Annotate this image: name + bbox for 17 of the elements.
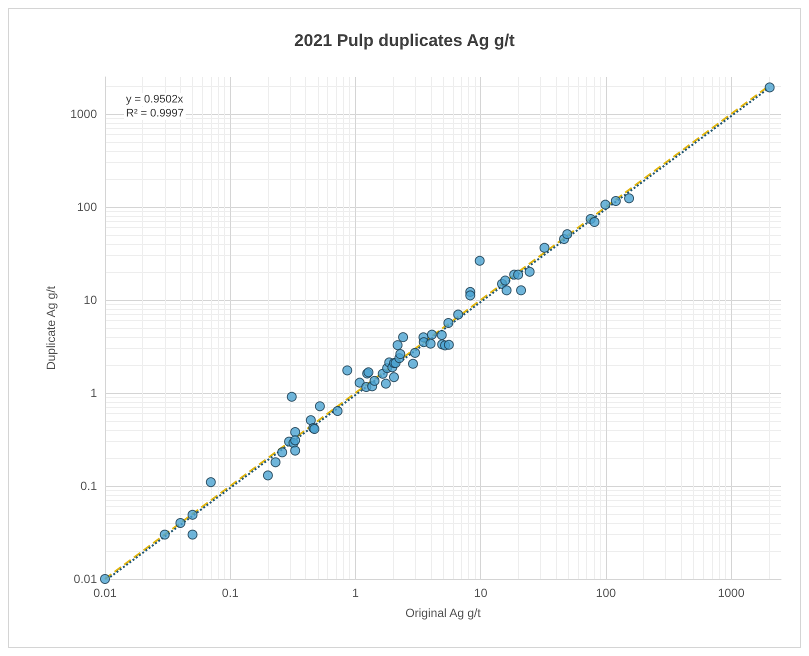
y-tick-label: 0.1: [80, 479, 98, 493]
chart-title: 2021 Pulp duplicates Ag g/t: [294, 31, 516, 50]
x-tick-label: 0.01: [93, 586, 117, 600]
y-tick-label: 1000: [70, 107, 98, 122]
x-tick-label: 10: [474, 586, 488, 600]
x-axis-title: Original Ag g/t: [405, 606, 482, 620]
y-tick-label: 10: [84, 293, 98, 308]
y-tick-label: 0.01: [74, 572, 98, 586]
y-tick-label: 100: [76, 200, 98, 214]
x-tick-label: 1000: [718, 586, 745, 600]
x-tick-label: 1: [352, 586, 360, 600]
y-tick-label: 1: [90, 386, 98, 400]
annotation: y = 0.9502x: [126, 94, 184, 106]
y-axis-title: Duplicate Ag g/t: [44, 285, 58, 370]
x-tick-label: 100: [596, 586, 616, 600]
x-tick-label: 0.1: [222, 586, 239, 600]
annotation: R² = 0.9997: [126, 108, 184, 120]
